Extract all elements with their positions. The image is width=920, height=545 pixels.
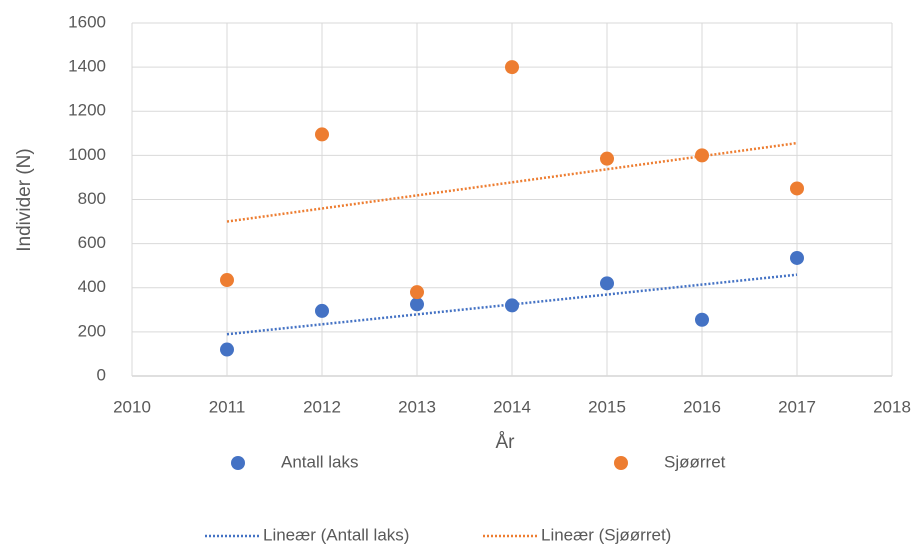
point bbox=[600, 151, 614, 166]
point bbox=[790, 181, 804, 196]
point bbox=[505, 298, 519, 313]
x-tick-label: 2012 bbox=[303, 397, 341, 416]
legend-marker bbox=[614, 456, 628, 470]
y-tick-label: 0 bbox=[97, 365, 106, 384]
y-tick-label: 1600 bbox=[68, 12, 106, 31]
y-axis-label: Individer (N) bbox=[14, 148, 35, 251]
x-tick-label: 2018 bbox=[873, 397, 911, 416]
point bbox=[600, 276, 614, 291]
legend-label: Lineær (Antall laks) bbox=[263, 525, 409, 544]
legend-label: Lineær (Sjøørret) bbox=[541, 525, 671, 544]
point bbox=[695, 312, 709, 327]
legend-marker bbox=[231, 456, 245, 470]
x-tick-label: 2015 bbox=[588, 397, 626, 416]
x-tick-label: 2014 bbox=[493, 397, 531, 416]
y-tick-label: 200 bbox=[78, 321, 106, 340]
x-tick-label: 2010 bbox=[113, 397, 151, 416]
y-tick-label: 1400 bbox=[68, 57, 106, 76]
point bbox=[410, 285, 424, 300]
point bbox=[410, 297, 424, 312]
point bbox=[315, 303, 329, 318]
x-tick-label: 2013 bbox=[398, 397, 436, 416]
point bbox=[315, 127, 329, 142]
y-tick-label: 1000 bbox=[68, 145, 106, 164]
legend-label: Antall laks bbox=[281, 452, 358, 471]
point bbox=[220, 342, 234, 357]
legend-label: Sjøørret bbox=[664, 452, 726, 471]
y-tick-label: 600 bbox=[78, 233, 106, 252]
y-tick-label: 1200 bbox=[68, 101, 106, 120]
x-axis-label: År bbox=[496, 432, 516, 453]
point bbox=[220, 273, 234, 288]
x-tick-label: 2011 bbox=[209, 397, 246, 416]
trendline bbox=[226, 273, 798, 336]
x-tick-label: 2017 bbox=[778, 397, 816, 416]
point bbox=[695, 148, 709, 163]
y-tick-label: 400 bbox=[78, 277, 106, 296]
y-tick-label: 800 bbox=[78, 189, 106, 208]
x-tick-label: 2016 bbox=[683, 397, 721, 416]
point bbox=[505, 60, 519, 75]
point bbox=[790, 250, 804, 265]
